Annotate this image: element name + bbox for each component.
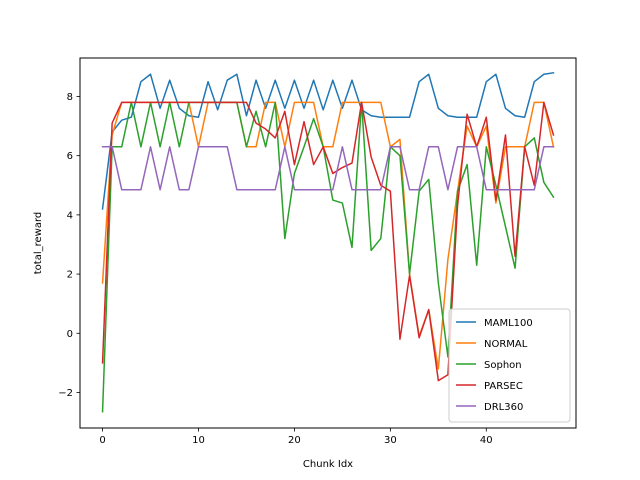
x-tick-label: 30 xyxy=(384,435,397,446)
plot-area-frame xyxy=(79,57,577,429)
legend-label-1: NORMAL xyxy=(484,339,528,350)
legend: MAML100 NORMAL Sophon PARSEC DRL360 xyxy=(448,308,571,423)
y-tick-label: 2 xyxy=(67,270,73,281)
legend-label-3: PARSEC xyxy=(484,381,523,392)
series-line-2 xyxy=(101,101,555,413)
series-line-3 xyxy=(101,101,555,382)
y-axis-label: total_reward xyxy=(33,212,44,275)
y-tick-label: 8 xyxy=(67,92,73,103)
series-line-4 xyxy=(101,146,555,191)
x-axis-label: Chunk Idx xyxy=(303,459,353,470)
legend-label-0: MAML100 xyxy=(484,318,533,329)
x-axis-ticks: 0 10 20 30 40 xyxy=(99,428,493,446)
y-tick-label: −2 xyxy=(58,388,73,399)
x-tick-label: 10 xyxy=(192,435,205,446)
x-tick-label: 40 xyxy=(480,435,493,446)
legend-label-2: Sophon xyxy=(484,360,522,371)
y-tick-label: 6 xyxy=(67,151,73,162)
y-tick-label: 0 xyxy=(67,329,73,340)
legend-box xyxy=(448,308,571,423)
x-tick-label: 20 xyxy=(288,435,301,446)
plot-lines xyxy=(101,71,555,413)
x-tick-label: 0 xyxy=(99,435,105,446)
y-tick-label: 4 xyxy=(67,210,73,221)
y-axis-ticks: −2 0 2 4 6 8 xyxy=(58,92,80,399)
series-line-0 xyxy=(101,71,555,210)
legend-label-4: DRL360 xyxy=(484,402,523,413)
